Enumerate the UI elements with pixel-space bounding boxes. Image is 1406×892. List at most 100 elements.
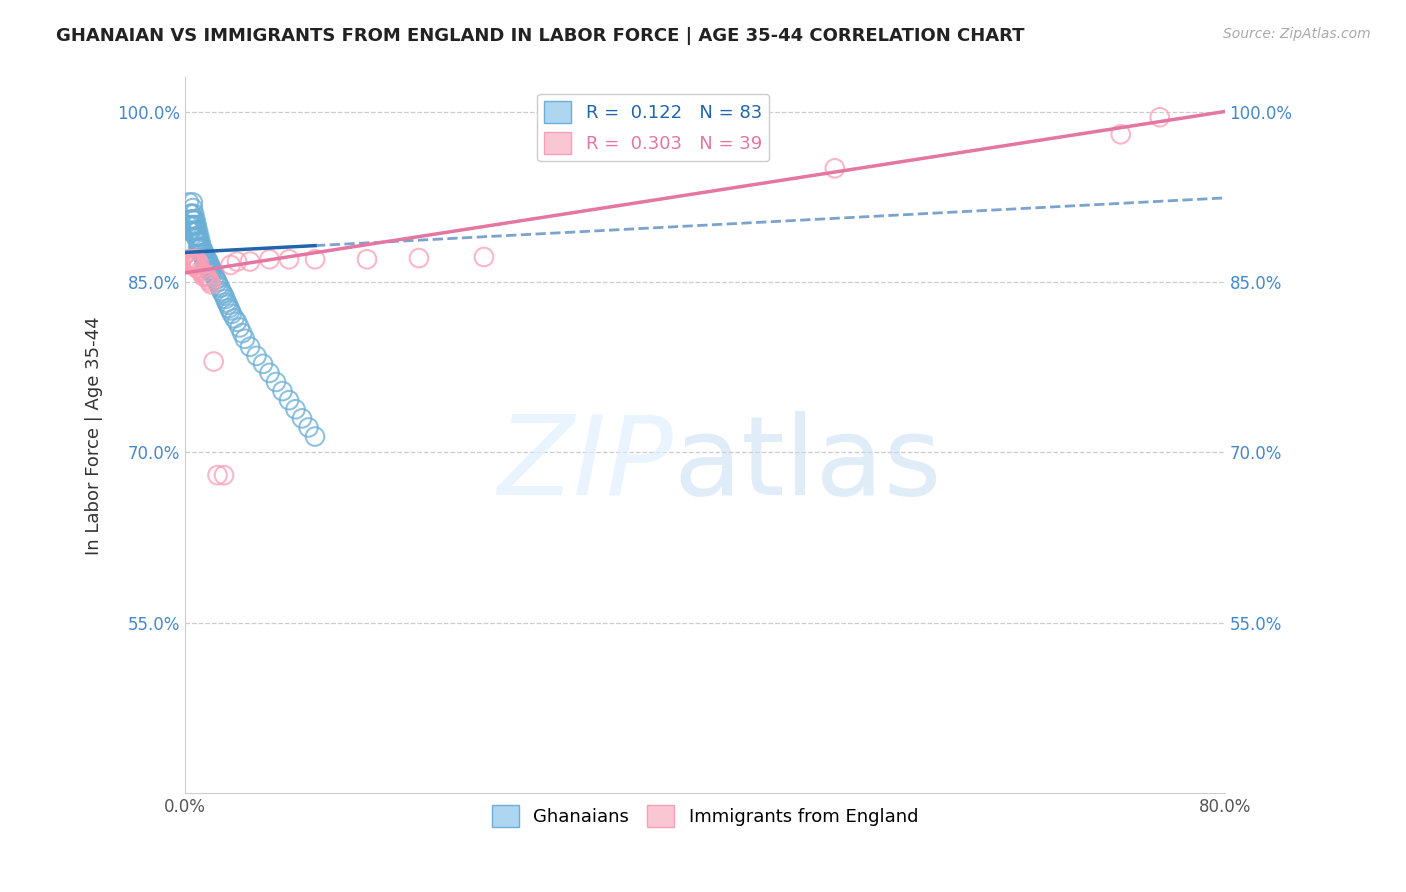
Point — [186, 229, 208, 244]
Point — [239, 254, 262, 268]
Point — [183, 224, 205, 238]
Point — [264, 375, 287, 389]
Point — [202, 354, 225, 368]
Point — [231, 326, 253, 340]
Point — [219, 303, 242, 318]
Point — [195, 258, 218, 272]
Text: atlas: atlas — [673, 410, 942, 517]
Text: ZIP: ZIP — [498, 410, 673, 517]
Point — [184, 218, 207, 232]
Point — [198, 275, 221, 289]
Point — [187, 235, 209, 250]
Point — [194, 268, 217, 282]
Point — [183, 207, 205, 221]
Point — [226, 254, 249, 268]
Point — [180, 212, 202, 227]
Point — [181, 252, 204, 267]
Point — [304, 252, 326, 267]
Point — [252, 357, 274, 371]
Point — [195, 252, 218, 267]
Y-axis label: In Labor Force | Age 35-44: In Labor Force | Age 35-44 — [86, 316, 103, 555]
Point — [191, 241, 214, 255]
Point — [186, 218, 208, 232]
Point — [184, 229, 207, 244]
Point — [188, 229, 211, 244]
Point — [198, 258, 221, 272]
Point — [184, 258, 207, 272]
Point — [207, 275, 229, 289]
Point — [194, 250, 217, 264]
Point — [180, 224, 202, 238]
Point — [184, 212, 207, 227]
Point — [183, 212, 205, 227]
Point — [187, 261, 209, 276]
Point — [233, 332, 256, 346]
Point — [208, 278, 231, 293]
Point — [177, 195, 200, 210]
Point — [193, 246, 215, 260]
Point — [188, 258, 211, 272]
Point — [209, 280, 232, 294]
Point — [1109, 128, 1132, 142]
Point — [186, 224, 208, 238]
Point — [202, 266, 225, 280]
Text: GHANAIAN VS IMMIGRANTS FROM ENGLAND IN LABOR FORCE | AGE 35-44 CORRELATION CHART: GHANAIAN VS IMMIGRANTS FROM ENGLAND IN L… — [56, 27, 1025, 45]
Point — [219, 258, 242, 272]
Point — [209, 284, 232, 298]
Point — [180, 254, 202, 268]
Point — [179, 254, 201, 268]
Point — [190, 241, 212, 255]
Point — [183, 218, 205, 232]
Point — [177, 252, 200, 267]
Text: Source: ZipAtlas.com: Source: ZipAtlas.com — [1223, 27, 1371, 41]
Point — [177, 224, 200, 238]
Point — [204, 269, 226, 284]
Point — [211, 286, 233, 301]
Point — [224, 311, 246, 326]
Point — [190, 263, 212, 277]
Point — [188, 235, 211, 250]
Legend: Ghanaians, Immigrants from England: Ghanaians, Immigrants from England — [485, 798, 925, 834]
Point — [212, 468, 235, 483]
Point — [278, 393, 301, 408]
Point — [194, 254, 217, 268]
Point — [191, 246, 214, 260]
Point — [186, 254, 208, 268]
Point — [207, 468, 229, 483]
Point — [181, 195, 204, 210]
Point — [184, 252, 207, 267]
Point — [297, 420, 319, 434]
Point — [193, 250, 215, 264]
Point — [284, 402, 307, 417]
Point — [271, 384, 294, 398]
Point — [197, 273, 219, 287]
Point — [198, 263, 221, 277]
Point — [193, 249, 215, 263]
Point — [1149, 110, 1171, 124]
Point — [181, 257, 204, 271]
Point — [214, 292, 236, 306]
Point — [228, 320, 250, 334]
Point — [180, 207, 202, 221]
Point — [193, 269, 215, 284]
Point — [259, 252, 281, 267]
Point — [291, 411, 314, 425]
Point — [187, 241, 209, 255]
Point — [197, 254, 219, 268]
Point — [472, 250, 495, 264]
Point — [190, 235, 212, 250]
Point — [200, 277, 222, 292]
Point — [221, 307, 243, 321]
Point — [408, 251, 430, 265]
Point — [183, 258, 205, 272]
Point — [304, 429, 326, 443]
Point — [179, 207, 201, 221]
Point — [179, 224, 201, 238]
Point — [190, 246, 212, 260]
Point — [226, 315, 249, 329]
Point — [187, 254, 209, 268]
Point — [205, 273, 228, 287]
Point — [181, 212, 204, 227]
Point — [181, 201, 204, 215]
Point — [193, 243, 215, 257]
